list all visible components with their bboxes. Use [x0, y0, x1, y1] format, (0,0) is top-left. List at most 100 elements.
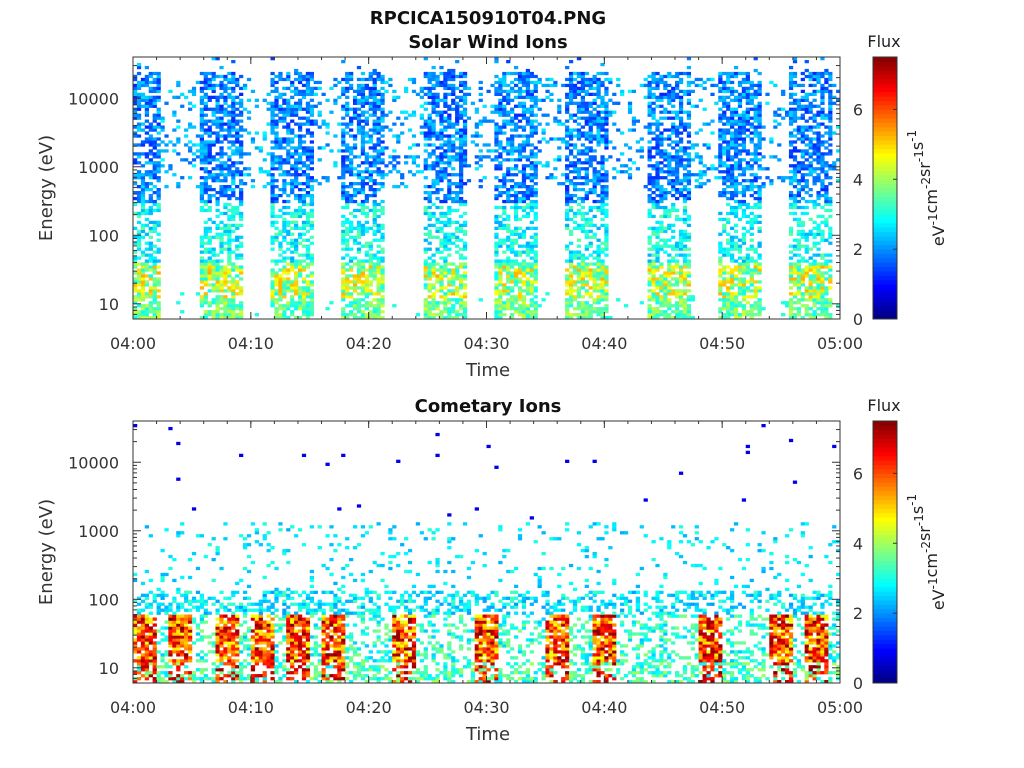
heat-cell: [439, 128, 444, 132]
heat-cell: [439, 80, 444, 85]
heat-cell: [600, 196, 605, 201]
heat-cell: [655, 298, 660, 302]
heat-cell: [568, 149, 574, 153]
heat-cell: [580, 143, 585, 147]
heat-cell: [671, 155, 676, 159]
heat-cell: [537, 77, 542, 82]
heat-cell: [427, 310, 432, 314]
heat-cell: [576, 301, 582, 305]
heat-cell: [580, 295, 585, 299]
heat-cell: [722, 247, 727, 251]
heat-cell: [584, 104, 589, 108]
heat-cell: [671, 125, 676, 129]
heat-cell: [274, 214, 279, 219]
heat-cell: [349, 74, 354, 79]
heat-cell: [384, 80, 389, 85]
heat-cell: [655, 146, 660, 150]
heat-cell: [498, 152, 503, 156]
heat-cell: [545, 292, 550, 296]
heat-cell: [462, 292, 468, 296]
heat-cell: [678, 316, 684, 320]
heat-cell: [655, 98, 660, 102]
heat-cell: [675, 217, 680, 222]
heat-cell: [647, 122, 652, 126]
heat-cell: [380, 77, 385, 82]
heat-cell: [286, 247, 291, 251]
heat-cell: [305, 122, 311, 126]
heat-cell: [671, 247, 676, 251]
heat-cell: [667, 262, 672, 266]
heat-cell: [380, 295, 385, 299]
heat-cell: [517, 268, 523, 272]
heat-cell: [156, 155, 161, 159]
heat-cell: [199, 277, 204, 281]
heat-cell: [667, 280, 672, 284]
heat-cell: [199, 262, 204, 266]
heat-cell: [231, 119, 236, 123]
heat-cell: [521, 190, 527, 195]
heat-cell: [203, 104, 208, 108]
heat-cell: [360, 98, 366, 102]
heat-cell: [663, 211, 668, 216]
heat-cell: [427, 304, 432, 308]
heat-cell: [671, 202, 676, 207]
heat-cell: [396, 155, 401, 159]
heat-cell: [380, 235, 385, 239]
heat-cell: [294, 68, 299, 73]
heat-cell: [702, 86, 707, 91]
heat-cell: [431, 265, 436, 269]
heat-cell: [223, 190, 228, 195]
heat-cell: [588, 80, 593, 85]
heat-cell: [506, 259, 511, 263]
heat-cell: [663, 313, 668, 317]
heat-cell: [529, 226, 534, 230]
heat-cell: [207, 83, 212, 88]
heat-cell: [675, 295, 680, 299]
heat-cell: [423, 232, 428, 236]
heat-cell: [297, 128, 303, 132]
heat-cell: [655, 149, 660, 153]
heat-cell: [136, 292, 142, 296]
heat-cell: [392, 304, 397, 308]
heat-cell: [443, 310, 448, 314]
heat-cell: [588, 295, 593, 299]
heat-cell: [427, 164, 432, 168]
heat-cell: [580, 265, 585, 269]
heat-cell: [600, 185, 605, 189]
heat-cell: [203, 235, 208, 239]
heat-cell: [659, 199, 664, 204]
heat-cell: [345, 131, 350, 135]
heat-cell: [427, 289, 432, 293]
heat-cell: [533, 125, 538, 129]
heat-cell: [462, 310, 468, 314]
heat-cell: [651, 77, 656, 82]
heat-cell: [349, 107, 354, 111]
heat-cell: [447, 77, 452, 82]
heat-cell: [290, 83, 295, 88]
heat-cell: [364, 253, 369, 257]
heat-cell: [510, 262, 515, 266]
heat-cell: [494, 164, 499, 168]
heat-cell: [682, 280, 688, 284]
heat-cell: [148, 128, 153, 132]
heat-cell: [686, 253, 692, 257]
heat-cell: [498, 131, 503, 135]
heat-cell: [667, 208, 672, 213]
heat-cell: [270, 122, 275, 126]
heat-cell: [678, 188, 684, 192]
heat-cell: [604, 298, 609, 302]
heat-cell: [706, 143, 711, 147]
heat-cell: [239, 104, 244, 108]
heat-cell: [258, 146, 263, 150]
heat-cell: [156, 307, 161, 311]
heat-cell: [140, 211, 146, 216]
heat-cell: [462, 137, 468, 141]
heat-cell: [498, 179, 503, 183]
heat-cell: [451, 86, 456, 91]
heat-cell: [678, 244, 684, 248]
heat-cell: [435, 190, 440, 195]
heat-cell: [431, 164, 436, 168]
heat-cell: [156, 167, 161, 171]
heat-cell: [372, 304, 377, 308]
heat-cell: [596, 307, 601, 311]
